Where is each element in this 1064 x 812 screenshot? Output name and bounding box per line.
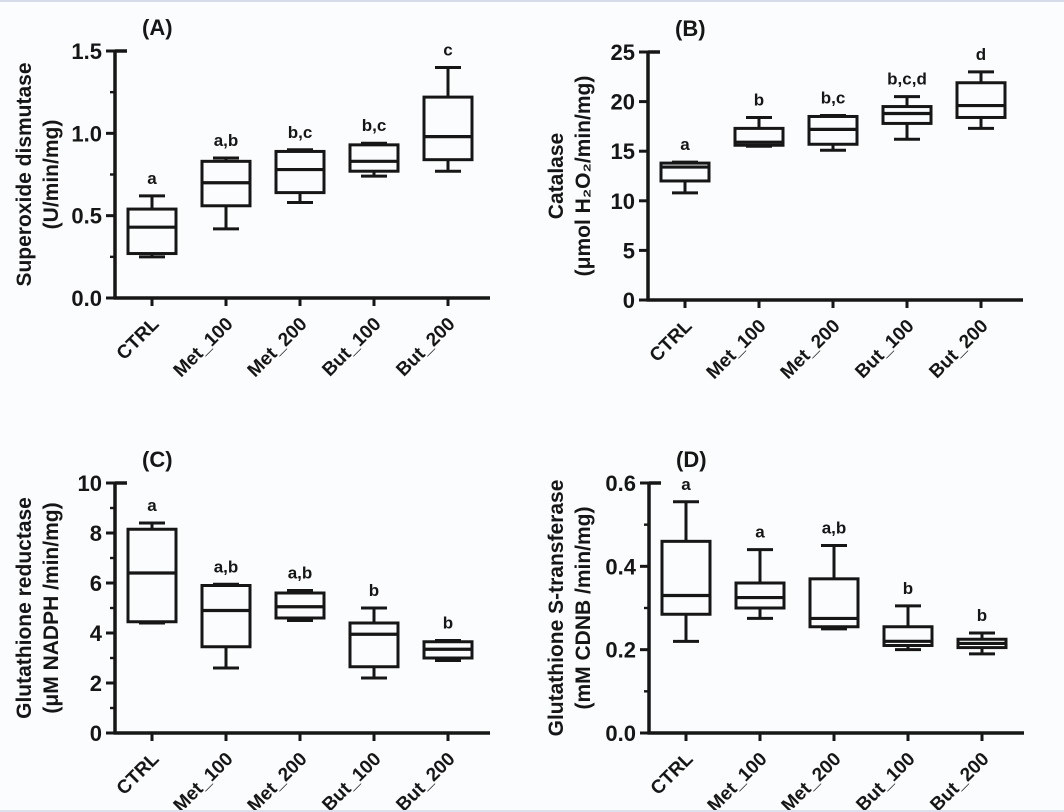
top-edge-line [0, 0, 1064, 2]
sig-letter: a [755, 523, 765, 542]
x-category-label: CTRL [113, 748, 164, 799]
sig-letter: b [443, 614, 453, 633]
panel-glutathione-reductase: 0 2 4 6 8 10 Glutathione reductase (μM NADPH /m… [0, 406, 532, 812]
x-category-label: But_100 [318, 314, 385, 381]
y-axis-title-line2: (μmol H₂O₂/min/mg) [572, 76, 595, 277]
y-axis-title-line1: Glutathione reductase [13, 497, 36, 719]
sig-letter: b,c [288, 123, 313, 142]
y-tick-label: 2 [90, 671, 102, 696]
y-tick-label: 0 [90, 721, 102, 746]
x-category-label: CTRL [113, 313, 164, 364]
sig-letter: a [681, 475, 691, 494]
x-category-label: But_100 [851, 316, 918, 383]
y-tick-label: 15 [611, 139, 635, 164]
sig-letter: a [680, 135, 690, 154]
y-axis-title-line2: (U/min/mg) [40, 120, 63, 230]
y-tick-label: 0.4 [605, 554, 636, 579]
sig-letter: a,b [822, 519, 847, 538]
sig-letter: b,c [362, 116, 387, 135]
y-tick-label: 4 [90, 621, 103, 646]
y-tick-label: 1.5 [71, 39, 102, 64]
x-category-label: Met_100 [170, 314, 238, 382]
x-category-label: Met_200 [777, 316, 845, 384]
x-category-label: CTRL [647, 748, 698, 799]
y-tick-label: 0.6 [605, 471, 636, 496]
y-tick-label: 0.0 [605, 721, 636, 746]
panel-label: (B) [675, 16, 706, 41]
panel-superoxide-dismutase: 0.0 0.5 1.0 1.5 Superoxide dismutase (U/min/m… [0, 0, 532, 406]
panel-label: (C) [142, 447, 173, 472]
sig-letter: b [903, 579, 913, 598]
x-category-label: But_200 [926, 749, 993, 812]
panel-glutathione-s-transferase: 0.0 0.2 0.4 0.6 Glutathione S-transferase (mM… [532, 406, 1064, 812]
y-tick-label: 10 [78, 471, 102, 496]
sig-letter: d [976, 45, 986, 64]
y-axis-title-line2: (μM NADPH /min/mg) [40, 502, 63, 713]
boxplot-svg-c: 0 2 4 6 8 10 Glutathione reductase (μM NADPH /m… [13, 447, 490, 812]
y-tick-label: 0.0 [71, 286, 102, 311]
box-But_200 [422, 95, 474, 162]
sig-letter: b [369, 581, 379, 600]
x-category-label: But_100 [318, 749, 385, 812]
box-But_100 [348, 143, 400, 173]
boxplot-svg-b: 0 5 10 15 20 25 Catalase (μmol H₂O₂/min/mg) (B) C… [545, 16, 1023, 384]
x-category-label: Met_100 [170, 749, 238, 812]
panel-catalase: 0 5 10 15 20 25 Catalase (μmol H₂O₂/min/mg) (B) C… [532, 0, 1064, 406]
y-axis-title-line1: Glutathione S-transferase [545, 480, 568, 737]
x-category-label: But_100 [852, 749, 919, 812]
x-category-label: Met_200 [244, 314, 312, 382]
sig-letter: a,b [214, 557, 239, 576]
box-CTRL [660, 539, 712, 616]
x-category-label: Met_100 [703, 316, 771, 384]
box-But_100 [348, 621, 400, 669]
sig-letter: a,b [214, 131, 239, 150]
y-axis-title-line2: (mM CDNB /min/mg) [572, 507, 595, 710]
y-tick-label: 1.0 [71, 121, 102, 146]
panel-label: (D) [676, 447, 707, 472]
y-tick-label: 5 [623, 238, 635, 263]
x-category-label: CTRL [646, 315, 697, 366]
x-category-label: Met_100 [704, 749, 772, 812]
y-tick-label: 8 [90, 521, 102, 546]
boxplot-svg-a: 0.0 0.5 1.0 1.5 Superoxide dismutase (U/min/m… [13, 15, 490, 382]
box-CTRL [126, 527, 178, 624]
y-tick-label: 25 [611, 40, 635, 65]
x-category-label: Met_200 [778, 749, 846, 812]
x-category-label: But_200 [392, 749, 459, 812]
x-category-label: But_200 [925, 316, 992, 383]
sig-letter: b,c [821, 88, 846, 107]
bottom-edge-line [0, 810, 1064, 812]
y-tick-label: 0.2 [605, 638, 636, 663]
y-tick-label: 10 [611, 189, 635, 214]
box-CTRL [126, 207, 178, 256]
sig-letter: a [147, 169, 157, 188]
x-category-label: Met_200 [244, 749, 312, 812]
y-tick-label: 0.5 [71, 204, 102, 229]
y-tick-label: 6 [90, 571, 102, 596]
y-axis-title-line1: Superoxide dismutase [13, 62, 36, 286]
box-But_200 [955, 81, 1007, 119]
y-axis-title-line1: Catalase [545, 133, 568, 219]
box-Met_100 [734, 581, 786, 610]
boxplot-svg-d: 0.0 0.2 0.4 0.6 Glutathione S-transferase (mM… [545, 447, 1024, 812]
y-tick-label: 20 [611, 90, 635, 115]
sig-letter: b [754, 90, 764, 109]
sig-letter: b,c,d [887, 70, 927, 89]
x-category-label: But_200 [392, 314, 459, 381]
box-Met_100 [200, 584, 252, 649]
sig-letter: b [977, 606, 987, 625]
sig-letter: a,b [288, 564, 313, 583]
y-tick-label: 0 [623, 288, 635, 313]
panel-label: (A) [142, 15, 173, 40]
sig-letter: a [147, 496, 157, 515]
box-Met_200 [274, 149, 326, 195]
sig-letter: c [443, 40, 452, 59]
